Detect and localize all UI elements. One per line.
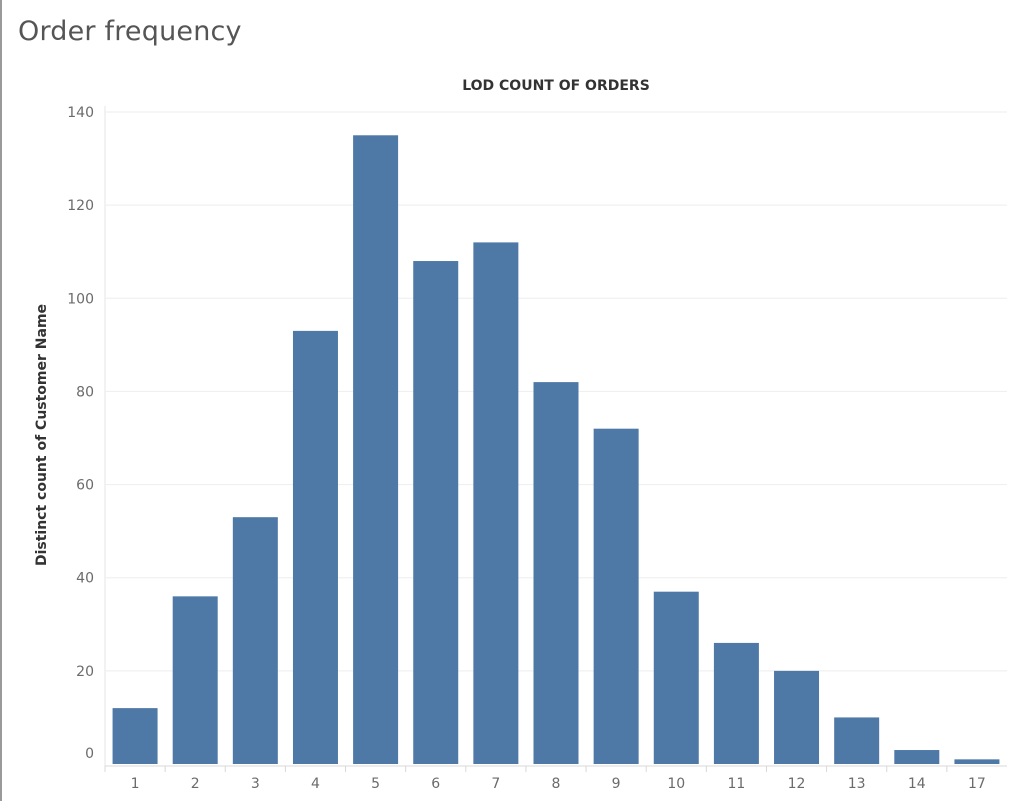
bar-9[interactable] bbox=[593, 428, 639, 764]
x-tick-label: 2 bbox=[191, 776, 200, 792]
bar-2[interactable] bbox=[172, 596, 218, 764]
x-tick-label: 8 bbox=[552, 776, 561, 792]
y-tick-label: 40 bbox=[76, 571, 94, 587]
x-tick-label: 6 bbox=[431, 776, 440, 792]
chart-title: LOD COUNT OF ORDERS bbox=[462, 78, 650, 94]
x-tick-label: 10 bbox=[667, 776, 685, 792]
x-tick-label: 3 bbox=[251, 776, 260, 792]
bar-11[interactable] bbox=[713, 642, 759, 764]
y-tick-label: 80 bbox=[76, 384, 94, 400]
x-tick-label: 13 bbox=[848, 776, 866, 792]
bar-4[interactable] bbox=[292, 330, 338, 764]
x-tick-label: 5 bbox=[371, 776, 380, 792]
y-tick-label: 0 bbox=[85, 746, 94, 762]
bar-12[interactable] bbox=[774, 670, 820, 764]
y-tick-label: 20 bbox=[76, 664, 94, 680]
bar-13[interactable] bbox=[834, 717, 880, 764]
bars bbox=[112, 135, 1000, 765]
bar-1[interactable] bbox=[112, 708, 158, 764]
x-tick-label: 1 bbox=[131, 776, 140, 792]
y-tick-label: 140 bbox=[67, 105, 94, 121]
bar-14[interactable] bbox=[894, 750, 940, 764]
y-axis-title: Distinct count of Customer Name bbox=[34, 304, 50, 566]
bar-5[interactable] bbox=[353, 135, 399, 765]
x-tick-label: 17 bbox=[968, 776, 986, 792]
bar-10[interactable] bbox=[653, 591, 699, 764]
x-tick-label: 4 bbox=[311, 776, 320, 792]
x-tick-label: 12 bbox=[788, 776, 806, 792]
bar-3[interactable] bbox=[232, 517, 278, 764]
x-tick-label: 9 bbox=[612, 776, 621, 792]
y-tick-label: 100 bbox=[67, 291, 94, 307]
axes: LOD COUNT OF ORDERS Distinct count of Cu… bbox=[34, 78, 986, 792]
x-tick-label: 7 bbox=[491, 776, 500, 792]
bar-6[interactable] bbox=[413, 261, 459, 764]
page-title: Order frequency bbox=[18, 16, 242, 47]
bar-8[interactable] bbox=[533, 382, 579, 764]
bar-7[interactable] bbox=[473, 242, 519, 764]
y-tick-label: 120 bbox=[67, 198, 94, 214]
bar-17[interactable] bbox=[954, 759, 1000, 764]
x-tick-label: 14 bbox=[908, 776, 926, 792]
y-tick-label: 60 bbox=[76, 478, 94, 494]
x-tick-label: 11 bbox=[727, 776, 745, 792]
